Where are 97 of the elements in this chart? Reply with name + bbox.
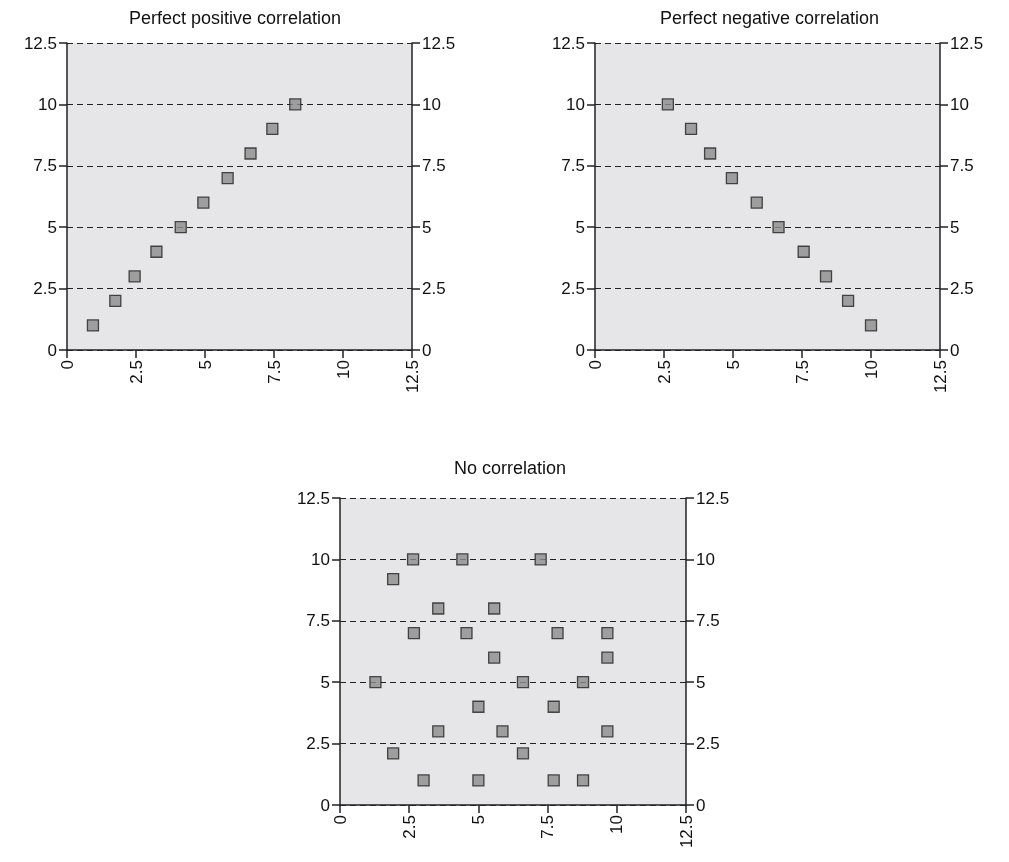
x-tick-label: 12.5 <box>402 360 422 394</box>
point <box>703 147 717 160</box>
point <box>417 774 430 787</box>
y-tick-label: 10 <box>38 94 57 114</box>
point <box>432 602 445 615</box>
y-tick-label: 7.5 <box>561 156 585 176</box>
point <box>406 553 420 566</box>
x-tick-label: 2.5 <box>399 815 419 839</box>
y2-tick-label: 5 <box>950 217 960 237</box>
point <box>819 270 833 283</box>
point <box>684 122 698 136</box>
x-tick-label: 2.5 <box>126 360 146 384</box>
y-tick-label: 2.5 <box>561 279 585 299</box>
x-tick-label: 0 <box>57 360 77 370</box>
point <box>488 651 501 664</box>
y-tick-label: 7.5 <box>306 611 330 631</box>
point <box>387 747 400 760</box>
point <box>197 196 210 209</box>
point <box>601 651 614 664</box>
point <box>244 147 257 160</box>
point <box>432 725 445 738</box>
point <box>841 294 855 308</box>
point <box>472 774 485 787</box>
y2-tick-label: 7.5 <box>696 611 720 631</box>
y2-tick-label: 10 <box>950 94 969 114</box>
point <box>456 553 469 566</box>
x-tick-label: 5 <box>723 360 743 370</box>
y2-tick-label: 5 <box>422 217 432 237</box>
point <box>516 747 530 760</box>
point <box>516 676 530 689</box>
point <box>797 245 810 258</box>
x-tick-label: 10 <box>333 360 353 379</box>
point <box>266 122 279 136</box>
point <box>86 319 100 332</box>
point <box>387 572 400 586</box>
y2-tick-label: 12.5 <box>696 488 730 508</box>
point <box>488 602 501 615</box>
point <box>150 245 163 258</box>
chart-title: Perfect negative correlation <box>659 8 880 28</box>
y2-tick-label: 7.5 <box>950 156 974 176</box>
point <box>534 553 547 566</box>
x-tick-label: 12.5 <box>676 815 696 849</box>
x-tick-label: 7.5 <box>538 815 558 839</box>
x-tick-label: 10 <box>607 815 627 834</box>
y-tick-label: 2.5 <box>306 734 330 754</box>
y-tick-label: 5 <box>575 217 585 237</box>
y-tick-label: 5 <box>320 672 330 692</box>
point <box>547 774 560 787</box>
x-tick-label: 5 <box>468 815 488 825</box>
x-tick-label: 10 <box>861 360 881 379</box>
y-tick-label: 7.5 <box>33 156 57 176</box>
y2-tick-label: 12.5 <box>950 33 984 53</box>
y2-tick-label: 10 <box>696 549 715 569</box>
y-tick-label: 12.5 <box>296 488 330 508</box>
y2-tick-label: 2.5 <box>696 734 720 754</box>
point <box>601 725 614 738</box>
point <box>407 626 421 640</box>
point <box>369 676 382 689</box>
y2-tick-label: 10 <box>422 94 441 114</box>
x-tick-label: 0 <box>585 360 605 370</box>
y2-tick-label: 2.5 <box>950 279 974 299</box>
chart-title: No correlation <box>453 458 567 478</box>
point <box>576 676 590 689</box>
y-tick-label: 10 <box>311 549 330 569</box>
y-tick-label: 5 <box>47 217 57 237</box>
point <box>221 171 234 185</box>
x-tick-label: 7.5 <box>264 360 284 384</box>
point <box>289 98 302 111</box>
x-tick-label: 2.5 <box>654 360 674 384</box>
y-tick-label: 2.5 <box>33 279 57 299</box>
y2-tick-label: 7.5 <box>422 156 446 176</box>
chart-title: Perfect positive correlation <box>128 8 342 28</box>
point <box>472 700 485 713</box>
point <box>661 98 675 111</box>
point <box>109 294 122 308</box>
point <box>725 171 739 185</box>
y2-tick-label: 2.5 <box>422 279 446 299</box>
x-tick-label: 0 <box>330 815 350 825</box>
point <box>576 774 590 787</box>
point <box>460 626 473 640</box>
point <box>772 221 785 234</box>
y2-tick-label: 5 <box>696 672 706 692</box>
y-tick-label: 12.5 <box>551 33 585 53</box>
point <box>174 221 187 234</box>
point <box>864 319 878 332</box>
point <box>128 270 141 283</box>
y-tick-label: 10 <box>566 94 585 114</box>
x-tick-label: 7.5 <box>792 360 812 384</box>
x-tick-label: 5 <box>195 360 215 370</box>
x-tick-label: 12.5 <box>930 360 950 394</box>
y-tick-label: 12.5 <box>23 33 57 53</box>
point <box>496 725 509 738</box>
point <box>601 626 614 640</box>
point <box>750 196 763 209</box>
y2-tick-label: 12.5 <box>422 33 456 53</box>
point <box>547 700 560 713</box>
point <box>551 626 564 640</box>
